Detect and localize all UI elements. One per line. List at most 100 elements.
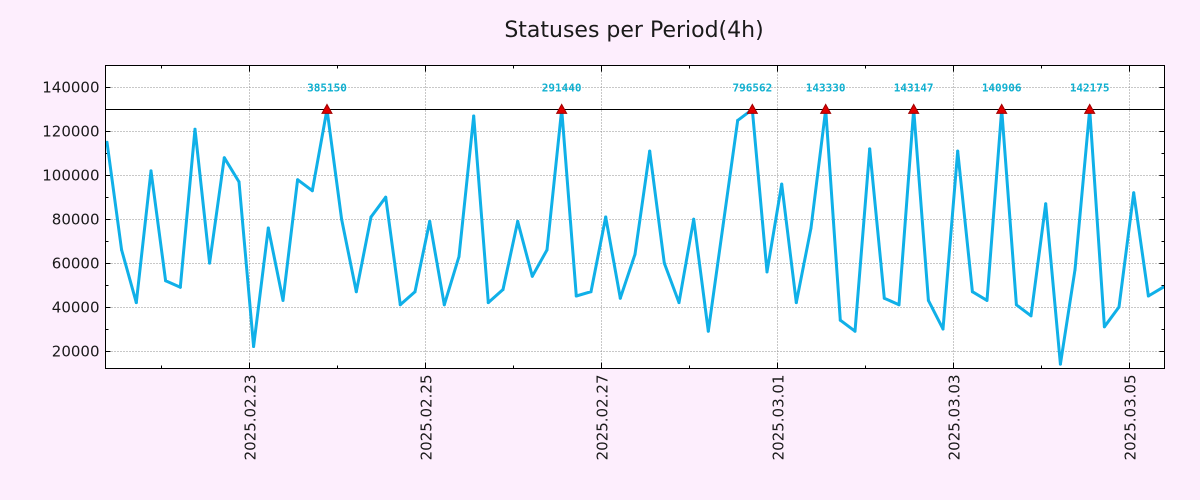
peak-marker [555, 103, 568, 114]
y-tick-label: 80000 [52, 211, 100, 229]
data-point [1029, 314, 1033, 318]
data-points [105, 107, 1165, 366]
x-tick-label: 2025.02.27 [594, 375, 612, 461]
data-point [956, 149, 960, 153]
peak-marker [1083, 103, 1096, 114]
peak-marker [995, 103, 1008, 114]
peak-marker-labels: 385150 291440 796562 143330 143147 140906 1421… [307, 81, 1109, 94]
peak-marker-label: 140906 [982, 81, 1022, 94]
data-point [237, 180, 241, 184]
peak-marker-label: 385150 [307, 81, 347, 94]
x-tick-label: 2025.03.05 [1122, 375, 1140, 461]
data-point [1014, 303, 1018, 307]
data-point [1058, 362, 1062, 366]
data-point [897, 303, 901, 307]
data-point [266, 226, 270, 230]
plot-frame [105, 65, 1165, 369]
data-point [838, 318, 842, 322]
data-point [868, 147, 872, 151]
data-point [941, 327, 945, 331]
peak-marker [819, 103, 832, 114]
peak-marker-label: 796562 [732, 81, 772, 94]
x-tick-labels: 2025.02.23 2025.02.25 2025.02.27 2025.03.01… [242, 375, 1140, 461]
peak-marker [907, 103, 920, 114]
data-point [530, 274, 534, 278]
data-point [985, 298, 989, 302]
data-point [706, 329, 710, 333]
data-point [1117, 305, 1121, 309]
data-point [765, 270, 769, 274]
data-point [618, 296, 622, 300]
data-point [1132, 191, 1136, 195]
y-tick-labels: 20000 40000 60000 80000 100000 120000 140000 [42, 79, 99, 361]
data-point [340, 217, 344, 221]
data-point [736, 118, 740, 122]
chart-title: Statuses per Period(4h) [504, 18, 763, 43]
data-point [970, 290, 974, 294]
data-point [1073, 268, 1077, 272]
peak-marker-label: 143330 [806, 81, 846, 94]
data-point [589, 290, 593, 294]
data-point [398, 303, 402, 307]
peak-marker [321, 103, 333, 114]
data-point [369, 215, 373, 219]
data-point [120, 248, 124, 252]
data-point [134, 301, 138, 305]
data-point [809, 226, 813, 230]
peak-marker [746, 103, 759, 114]
data-point [208, 261, 212, 265]
data-point [222, 156, 226, 160]
data-point [692, 217, 696, 221]
data-point [516, 219, 520, 223]
data-point [384, 195, 388, 199]
data-point [501, 288, 505, 291]
data-point [193, 127, 197, 131]
grid [105, 65, 1165, 369]
data-point [281, 298, 285, 302]
data-point [633, 252, 637, 256]
y-tick-label: 140000 [42, 79, 99, 97]
data-point [1146, 294, 1150, 298]
data-point [780, 182, 784, 186]
data-point [1161, 285, 1165, 289]
data-point [662, 261, 666, 265]
data-point [486, 301, 490, 305]
data-point [721, 224, 725, 228]
data-point [882, 296, 886, 300]
data-point [457, 255, 461, 258]
data-point [472, 114, 476, 118]
x-tick-label: 2025.02.23 [242, 375, 260, 461]
data-point [604, 215, 608, 219]
data-point [428, 219, 432, 223]
data-point [794, 301, 798, 305]
data-point [310, 189, 314, 193]
peak-markers [321, 103, 1096, 114]
data-point [354, 290, 358, 294]
data-point [105, 140, 109, 144]
data-point [926, 298, 930, 302]
data-point [252, 345, 256, 348]
x-tick-label: 2025.03.03 [946, 375, 964, 461]
data-point [677, 301, 681, 305]
x-tick-label: 2025.03.01 [770, 375, 788, 461]
data-point [296, 178, 300, 182]
y-tick-label: 100000 [42, 167, 99, 185]
tick-marks [105, 65, 1165, 369]
data-point [413, 290, 417, 294]
data-point [853, 329, 857, 333]
data-point [1102, 325, 1106, 329]
peak-marker-label: 142175 [1070, 81, 1110, 94]
data-point [178, 285, 182, 289]
plot-area [105, 65, 1165, 369]
data-point [1044, 202, 1048, 206]
data-point [442, 303, 446, 307]
data-point [149, 169, 153, 173]
data-point [545, 248, 549, 252]
data-point [164, 279, 168, 283]
peak-marker-label: 291440 [542, 81, 582, 94]
x-tick-label: 2025.02.25 [418, 375, 436, 461]
peak-marker-label: 143147 [894, 81, 934, 94]
y-tick-label: 40000 [52, 299, 100, 317]
y-tick-label: 120000 [42, 123, 99, 141]
